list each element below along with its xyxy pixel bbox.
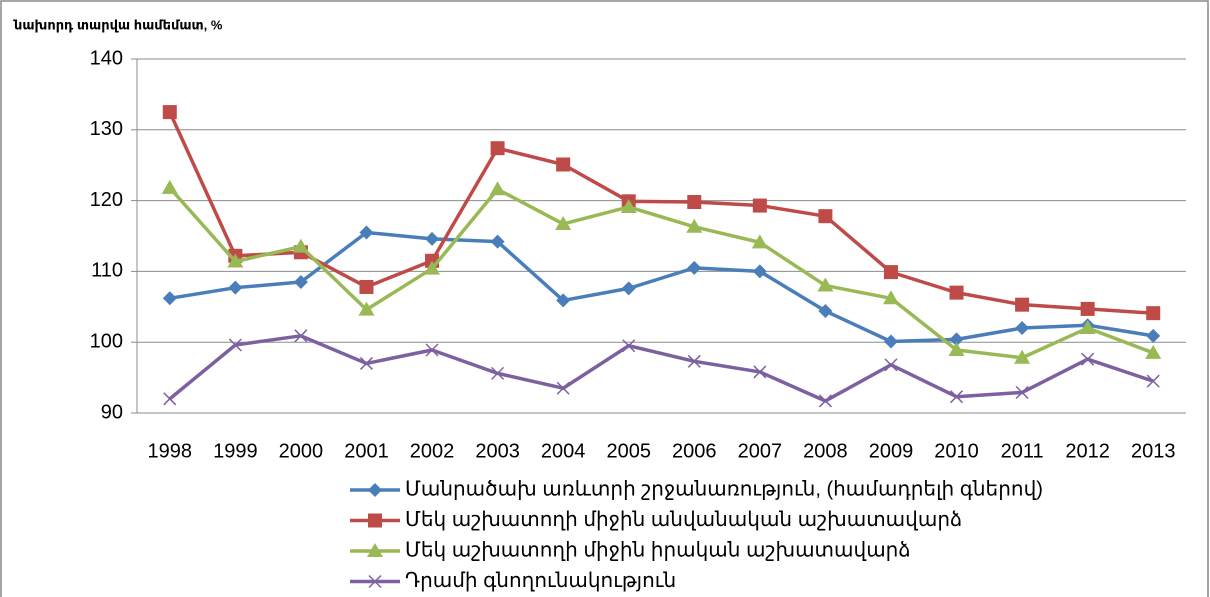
data-point xyxy=(621,281,636,296)
y-tick-label: 120 xyxy=(90,189,123,211)
x-tick-label: 2002 xyxy=(410,440,455,462)
data-point xyxy=(687,260,702,275)
data-point xyxy=(490,141,505,156)
data-point xyxy=(359,279,374,294)
data-point xyxy=(1081,352,1095,366)
data-point xyxy=(556,293,571,308)
legend-marker xyxy=(367,543,383,557)
data-point xyxy=(752,264,767,279)
data-point xyxy=(556,381,570,395)
x-tick-label: 2004 xyxy=(541,440,586,462)
data-point xyxy=(753,365,767,379)
data-point xyxy=(686,218,703,233)
data-point xyxy=(293,275,308,290)
x-tick-label: 1998 xyxy=(148,440,193,462)
data-point xyxy=(424,260,441,275)
series-line xyxy=(168,334,1154,403)
data-point xyxy=(1015,297,1030,312)
y-tick-label: 130 xyxy=(90,118,123,140)
legend-marker xyxy=(368,513,382,528)
x-tick-label: 2010 xyxy=(934,440,979,462)
data-point xyxy=(622,339,636,353)
data-point xyxy=(228,338,242,352)
data-point xyxy=(818,394,832,408)
data-point xyxy=(1014,349,1031,364)
data-point xyxy=(1015,321,1030,336)
data-point xyxy=(1146,328,1161,343)
x-tick-label: 2011 xyxy=(1001,440,1044,462)
data-point xyxy=(882,290,899,305)
x-tick-label: 2001 xyxy=(344,440,389,462)
y-tick-label: 110 xyxy=(91,260,123,282)
x-tick-label: 2008 xyxy=(803,440,848,462)
data-point xyxy=(752,198,767,213)
legend-marker xyxy=(368,574,382,589)
data-point xyxy=(227,253,244,268)
data-point xyxy=(1080,301,1095,316)
x-tick-label: 2007 xyxy=(738,440,783,462)
data-point xyxy=(359,225,374,240)
y-tick-label: 100 xyxy=(90,330,123,352)
y-tick-label: 140 xyxy=(90,47,123,69)
data-point xyxy=(162,291,177,306)
y-axis-label: նախորդ տարվա համեմատ, % xyxy=(13,17,223,32)
data-point xyxy=(425,343,439,357)
x-tick-label: 2000 xyxy=(279,440,324,462)
data-point xyxy=(294,329,308,343)
data-point xyxy=(163,392,177,406)
data-point xyxy=(687,195,702,210)
x-tick-label: 2013 xyxy=(1131,440,1176,462)
legend-label: Մանրածախ առևտրի շրջանառություն, (համադրե… xyxy=(405,478,1043,500)
data-point xyxy=(949,332,964,347)
data-point xyxy=(948,341,965,356)
data-point xyxy=(1015,385,1029,399)
data-point xyxy=(161,179,178,194)
legend-marker xyxy=(368,483,382,497)
data-point xyxy=(556,157,571,172)
x-tick-label: 2012 xyxy=(1065,440,1110,462)
data-point xyxy=(817,277,834,292)
data-point xyxy=(950,390,964,404)
data-point xyxy=(490,234,505,249)
data-point xyxy=(292,238,309,253)
data-point xyxy=(228,280,243,295)
data-point xyxy=(818,304,833,319)
data-point xyxy=(884,358,898,372)
x-tick-label: 2005 xyxy=(606,440,651,462)
data-point xyxy=(883,334,898,349)
legend-label: Մեկ աշխատողի միջին անվանական աշխատավարձ xyxy=(405,509,962,531)
data-point xyxy=(162,105,177,120)
x-tick-label: 2006 xyxy=(672,440,717,462)
series-line xyxy=(168,111,1154,315)
data-point xyxy=(555,215,572,230)
data-point xyxy=(620,198,637,213)
data-point xyxy=(425,231,440,246)
data-point xyxy=(489,181,506,196)
data-point xyxy=(818,209,833,224)
data-point xyxy=(1146,374,1160,388)
data-point xyxy=(1146,306,1161,321)
series-line xyxy=(168,186,1154,360)
series-line xyxy=(169,230,1154,344)
data-point xyxy=(883,265,898,280)
data-point xyxy=(687,354,701,368)
data-point xyxy=(1145,344,1162,359)
legend-label: Դրամի գնողունակություն xyxy=(405,570,676,592)
x-tick-label: 1999 xyxy=(213,440,258,462)
data-point xyxy=(949,285,964,300)
x-tick-label: 2003 xyxy=(475,440,520,462)
data-point xyxy=(358,301,375,316)
x-tick-label: 2009 xyxy=(869,440,914,462)
data-point xyxy=(751,234,768,249)
y-tick-label: 90 xyxy=(101,401,123,423)
legend-label: Մեկ աշխատողի միջին իրական աշխատավարձ xyxy=(405,539,911,561)
data-point xyxy=(491,366,505,380)
data-point xyxy=(1079,320,1096,335)
data-point xyxy=(359,356,373,370)
